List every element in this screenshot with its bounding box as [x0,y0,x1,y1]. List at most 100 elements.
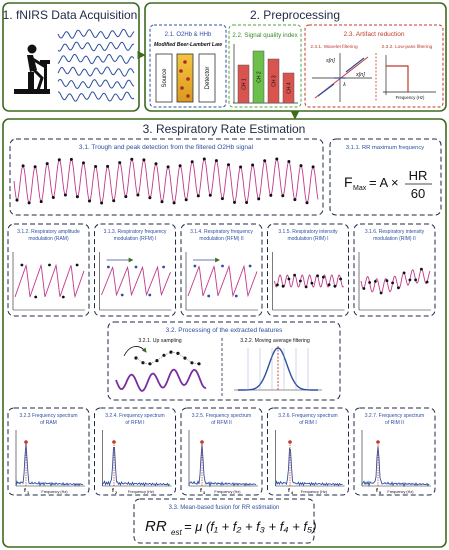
extremum-point [166,165,170,169]
lambda-label: λ [342,82,346,88]
modulation-panel [180,223,263,317]
extremum-point [281,194,285,198]
moving-average-label: 3.2.2. Moving average filtering [240,338,310,344]
trough-peak-title: 3.1. Trough and peak detection from the … [79,144,254,151]
extremum-point [178,164,182,168]
modulation-title: 3.1.5. Respiratory intensity [278,229,338,235]
modulation-signal [187,264,258,298]
modulation-marker [61,295,65,299]
modulation-marker [420,267,423,271]
modulation-title: modulation (RIM) I [287,236,328,242]
upsampled-signal [115,368,207,392]
spectrum-title: 3.2.4. Frequency spectrum [105,413,164,419]
processing-title: 3.2. Processing of the extracted feature… [166,327,283,334]
spectrum-panel [267,407,349,496]
quality-bar [282,72,295,104]
modulation-marker [75,263,79,267]
spectrum-f-label: f [112,488,114,494]
modulation-title: 3.1.3. Respiratory frequency [104,229,167,235]
modulation-marker [310,281,314,285]
modulation-marker [316,274,319,278]
spectrum-panel [94,407,176,496]
quality-bar-label: CH 2 [257,71,263,83]
modulation-marker [20,263,24,267]
modulation-panel [353,223,436,317]
modulation-marker [120,293,124,297]
acq-signal-trace [57,41,135,52]
extremum-point [190,160,194,164]
modulation-title: modulation (RFM) I [114,236,157,242]
spectrum-axis-label: Frequency (Hz) [214,490,241,494]
extremum-point [88,199,91,203]
extremum-point [245,201,249,204]
extremum-point [214,159,218,163]
spectrum-f-label: f [200,488,202,494]
modulation-marker [148,293,152,297]
spectrum-title: of RFM II [211,420,232,426]
extremum-point [251,163,255,167]
spectrum-title: 3.2.7. Frequency spectrum [365,413,424,419]
wavelet-threshold-plot: s[n] x[n] λ [312,53,372,102]
acq-signal-trace [57,53,135,65]
modulation-panel [7,223,90,317]
extremum-point [233,200,236,204]
modulation-marker [193,264,197,268]
x-n-label: x[n] [355,72,365,78]
spectrum-axis-label: Frequency (Hz) [301,490,328,494]
modulation-title: modulation (RIM) II [373,236,416,242]
extremum-point [69,157,73,161]
sample-point [197,362,201,366]
spectrum-trace [188,443,257,488]
rrmax-formula: F Max = A × HR 60 [344,168,432,201]
spectrum-axis-label: Frequency (Hz) [387,490,414,494]
modulation-marker [333,284,337,288]
extremum-point [299,164,303,168]
modulation-marker [276,283,279,287]
modulation-marker [322,275,325,279]
acq-signal-trace [57,78,135,90]
quality-bar-label: CH 1 [242,78,248,90]
quality-bar [237,64,250,104]
spectrum-trace [102,447,170,487]
modulation-title: 3.1.4. Respiratory frequency [190,229,253,235]
spectrum-trace [361,446,430,488]
spectrum-title: 3.2.6. Frequency spectrum [278,413,337,419]
quality-bar [267,58,280,104]
modulation-marker [402,271,406,275]
cyclist-icon [14,44,50,94]
extremum-point [154,162,158,166]
extremum-point [136,193,140,197]
stage2-title: 2. Preprocessing [250,8,340,22]
extremum-point [51,196,55,199]
spectrum-title: of RIM II [385,420,404,426]
extremum-point [112,199,116,203]
stage1-box: 1. fNIRS Data Acquisition [2,2,140,112]
modulation-marker [162,265,166,269]
modulation-marker [414,278,417,282]
spectrum-f-sub: 3 [203,491,205,495]
extremum-point [293,198,297,202]
artifact-panel: 2.3. Artifact reduction 2.3.1. Wavelet f… [304,24,444,108]
extremum-point [196,194,200,198]
extremum-point [148,196,152,200]
modulation-marker [48,263,51,267]
modulation-marker [368,281,371,284]
extremum-point [257,197,261,201]
quality-panel: 2.2. Signal quality index CH 1 CH 2 CH 3 CH… [228,24,302,108]
modulation-marker [391,281,394,285]
modulation-signal [101,265,171,297]
spectrum-title: 3.2.5. Frequency spectrum [192,413,251,419]
spectrum-title: of RAM [40,420,57,426]
extremum-point [220,197,224,201]
sample-point [183,356,187,360]
modulation-marker [327,283,331,287]
quality-bar [252,50,265,104]
spectrum-f-label: f [376,488,378,494]
modulation-title: 3.1.2. Respiratory amplitude [17,229,80,235]
beer-lambert-label: Modified Beer-Lambert Law [154,42,223,48]
modulation-marker [221,264,224,268]
rrmax-title: 3.1.1. RR maximum frequency [346,145,424,151]
modulation-title: 3.1.6. Respiratory intensity [365,229,425,235]
extremum-point [106,164,110,168]
